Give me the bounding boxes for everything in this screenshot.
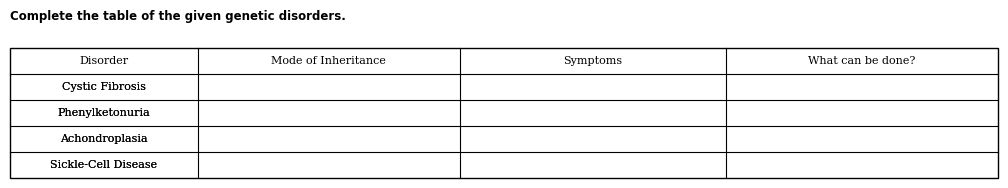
- Text: Achondroplasia: Achondroplasia: [60, 134, 148, 144]
- Text: Cystic Fibrosis: Cystic Fibrosis: [61, 82, 146, 92]
- Text: Phenylketonuria: Phenylketonuria: [57, 108, 150, 118]
- Text: Disorder: Disorder: [80, 56, 128, 66]
- Text: Mode of Inheritance: Mode of Inheritance: [271, 56, 386, 66]
- Text: Sickle-Cell Disease: Sickle-Cell Disease: [50, 160, 157, 170]
- Text: Complete the table of the given genetic disorders.: Complete the table of the given genetic …: [10, 10, 346, 23]
- Text: Sickle-Cell Disease: Sickle-Cell Disease: [50, 160, 157, 170]
- Text: Phenylketonuria: Phenylketonuria: [57, 108, 150, 118]
- Text: Cystic Fibrosis: Cystic Fibrosis: [61, 82, 146, 92]
- Text: What can be done?: What can be done?: [808, 56, 916, 66]
- Bar: [10, 48, 998, 178]
- Text: Achondroplasia: Achondroplasia: [60, 134, 148, 144]
- Text: Symptoms: Symptoms: [563, 56, 623, 66]
